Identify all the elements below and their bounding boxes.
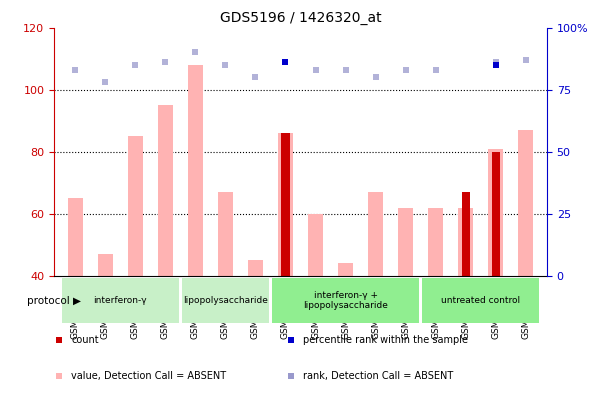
Bar [423, 278, 540, 323]
Text: percentile rank within the sample: percentile rank within the sample [303, 336, 468, 345]
Bar [278, 133, 293, 276]
Text: untreated control: untreated control [441, 296, 520, 305]
Text: protocol ▶: protocol ▶ [27, 296, 81, 306]
Bar [182, 278, 269, 323]
Text: rank, Detection Call = ABSENT: rank, Detection Call = ABSENT [303, 371, 453, 381]
Bar [97, 254, 113, 276]
Bar [67, 198, 83, 276]
Bar [338, 263, 353, 276]
Bar [492, 152, 500, 276]
Bar [157, 105, 173, 276]
Text: lipopolysaccharide: lipopolysaccharide [183, 296, 268, 305]
Bar [188, 65, 203, 276]
Text: value, Detection Call = ABSENT: value, Detection Call = ABSENT [72, 371, 227, 381]
Bar [458, 208, 474, 276]
Bar [62, 278, 179, 323]
Bar [218, 192, 233, 276]
Bar [462, 192, 470, 276]
Bar [272, 278, 419, 323]
Bar [518, 130, 534, 276]
Bar [398, 208, 413, 276]
Bar [488, 149, 504, 276]
Bar [281, 133, 290, 276]
Bar [368, 192, 383, 276]
Bar [428, 208, 444, 276]
Bar [128, 136, 143, 276]
Title: GDS5196 / 1426320_at: GDS5196 / 1426320_at [220, 11, 381, 25]
Text: interferon-γ: interferon-γ [93, 296, 147, 305]
Text: interferon-γ +
lipopolysaccharide: interferon-γ + lipopolysaccharide [303, 291, 388, 310]
Bar [248, 260, 263, 276]
Text: count: count [72, 336, 99, 345]
Bar [308, 214, 323, 276]
